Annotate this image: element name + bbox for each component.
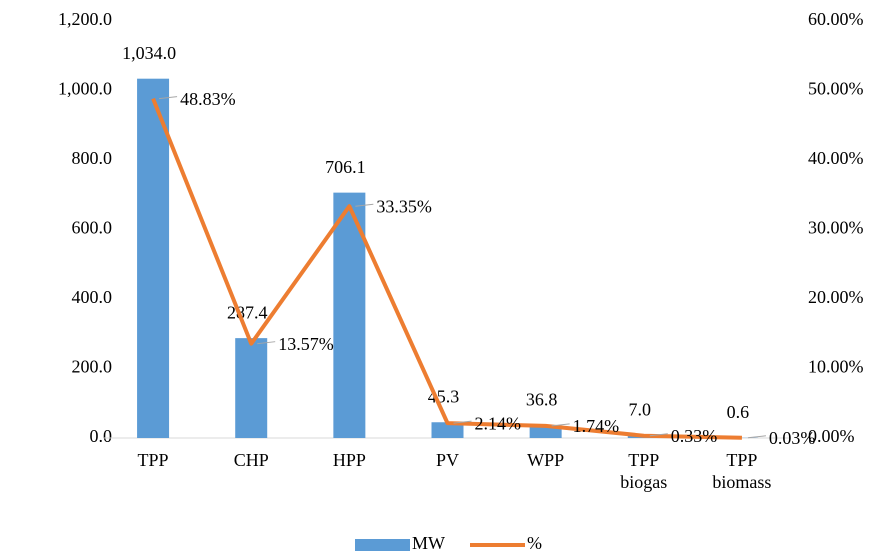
y2-tick-label: 50.00% [808, 79, 864, 99]
y-tick-label: 1,000.0 [58, 79, 112, 99]
y2-tick-label: 0.00% [808, 426, 855, 446]
data-label: 1.74% [573, 416, 620, 436]
data-label: 0.03% [769, 428, 816, 448]
data-label: 2.14% [475, 413, 522, 433]
x-tick-label: WPP [527, 450, 565, 470]
leader-line [355, 203, 374, 207]
line [151, 97, 742, 440]
data-label: 287.4 [227, 302, 268, 322]
y-tick-label: 800.0 [72, 148, 113, 168]
legend-swatch [355, 539, 410, 551]
bar [431, 422, 464, 438]
bar [137, 78, 170, 438]
x-tick-label: TPP biomass [712, 450, 772, 492]
y2-tick-label: 10.00% [808, 357, 864, 377]
y2-tick-label: 30.00% [808, 218, 864, 238]
y2-tick-label: 40.00% [808, 148, 864, 168]
data-label: 13.57% [278, 334, 334, 354]
y-tick-label: 400.0 [72, 287, 113, 307]
y2-tick-label: 20.00% [808, 287, 864, 307]
data-label: 33.35% [376, 196, 432, 216]
data-label: 706.1 [325, 157, 366, 177]
y-tick-label: 0.0 [90, 426, 113, 446]
x-tick-label: CHP [233, 450, 269, 470]
x-tick-label: TPP [137, 450, 169, 470]
data-label: 0.33% [671, 426, 718, 446]
legend-label: MW [412, 533, 445, 553]
x-tick-label: PV [435, 450, 459, 470]
data-label: 1,034.0 [122, 43, 176, 63]
x-tick-label: HPP [332, 450, 366, 470]
leader-line [649, 433, 668, 437]
y2-tick-label: 60.00% [808, 9, 864, 29]
x-tick-label: TPP biogas [620, 450, 668, 492]
leader-line [747, 435, 766, 439]
leader-line [257, 341, 276, 345]
data-label: 7.0 [629, 400, 652, 420]
leader-line [551, 423, 570, 427]
data-label: 0.6 [727, 402, 750, 422]
y-tick-label: 600.0 [72, 218, 113, 238]
data-label: 36.8 [526, 389, 558, 409]
data-label: 48.83% [180, 89, 236, 109]
leader-line [159, 96, 178, 100]
legend-label: % [527, 533, 542, 553]
y-tick-label: 1,200.0 [58, 9, 112, 29]
bar [235, 338, 268, 438]
leader-line [453, 420, 472, 424]
y-tick-label: 200.0 [72, 357, 113, 377]
